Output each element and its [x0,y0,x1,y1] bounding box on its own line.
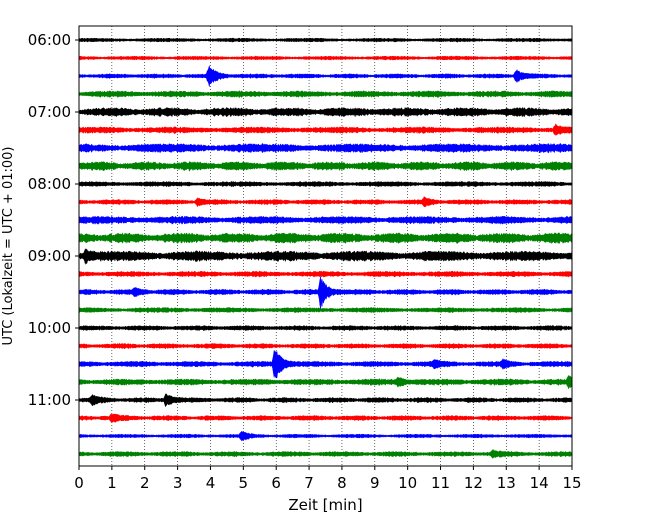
trace-1145 [78,448,573,459]
trace-1045 [78,374,573,390]
trace-0745 [78,160,573,172]
x-tick-label: 14 [530,474,549,492]
x-tick-label: 4 [206,474,216,492]
trace-0615 [78,55,573,61]
trace-1015 [78,342,573,350]
y-tick-label: 07:00 [28,103,71,121]
x-tick-label: 1 [107,474,117,492]
x-axis-ticks: 0 1 2 3 4 5 6 7 8 9 10 11 12 13 14 15 [74,466,582,492]
y-tick-label: 10:00 [28,319,71,337]
x-tick-label: 5 [239,474,249,492]
trace-0900 [78,248,573,265]
x-tick-label: 3 [173,474,183,492]
trace-0715 [78,123,573,136]
y-tick-label: 06:00 [28,31,71,49]
seismic-traces [78,37,573,459]
trace-0815 [78,195,573,208]
x-tick-label: 0 [74,474,84,492]
trace-0800 [78,180,573,188]
trace-0600 [78,37,573,43]
x-tick-label: 7 [304,474,314,492]
y-tick-label: 08:00 [28,175,71,193]
x-tick-label: 9 [370,474,380,492]
trace-0700 [78,106,573,118]
x-tick-label: 13 [497,474,516,492]
y-tick-label: 09:00 [28,247,71,265]
trace-0830 [78,215,573,225]
y-tick-label: 11:00 [28,391,71,409]
trace-1115 [78,413,573,423]
x-tick-label: 6 [271,474,281,492]
trace-1000 [78,325,573,332]
x-tick-label: 2 [140,474,150,492]
y-axis-ticks: 06:00 07:00 08:00 09:00 10:00 11:00 [28,31,79,409]
trace-1100 [78,393,573,408]
x-tick-label: 15 [562,474,581,492]
y-axis-label: UTC (Lokalzeit = UTC + 01:00) [1,147,16,346]
x-tick-label: 12 [464,474,483,492]
trace-0730 [78,142,573,154]
trace-0645 [78,90,573,99]
trace-0915 [78,270,573,278]
x-tick-label: 8 [337,474,347,492]
x-tick-label: 10 [398,474,417,492]
trace-0930 [78,276,573,310]
minute-gridlines [111,26,540,466]
trace-0945 [78,307,573,314]
trace-1030 [78,349,573,379]
x-axis-label: Zeit [min] [288,496,362,514]
trace-0845 [78,232,573,245]
plot-frame [78,25,573,467]
x-tick-label: 11 [431,474,450,492]
trace-1130 [78,430,573,442]
trace-0630 [78,65,573,87]
